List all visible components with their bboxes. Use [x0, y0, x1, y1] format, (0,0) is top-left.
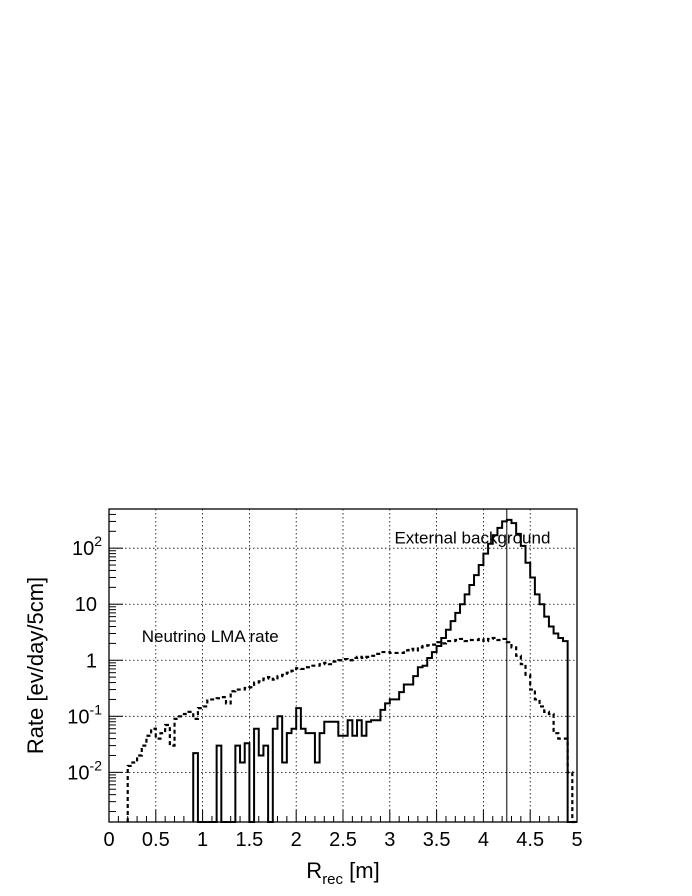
annotation-label: Neutrino LMA rate	[142, 627, 279, 646]
y-tick-label-base: 10	[67, 706, 89, 728]
y-tick-label: 102	[72, 533, 102, 560]
x-tick-label: 3	[384, 829, 395, 851]
x-tick-label: 1.5	[235, 829, 263, 851]
x-tick-label: 1	[197, 829, 208, 851]
x-tick-label: 5	[571, 829, 582, 851]
x-axis-title-main: R	[306, 858, 322, 883]
y-tick-label: 1	[86, 650, 97, 672]
x-tick-label: 4.5	[516, 829, 544, 851]
x-tick-label: 4	[478, 829, 489, 851]
x-tick-label: 0.5	[142, 829, 170, 851]
histogram-series	[126, 518, 577, 824]
axis-ticks	[108, 508, 578, 822]
x-tick-label: 3.5	[423, 829, 451, 851]
grid-lines	[109, 509, 577, 822]
x-axis-title-subscript: rec	[322, 871, 343, 888]
solid-histogram-line	[192, 518, 577, 823]
y-tick-label-base: 10	[67, 762, 89, 784]
x-axis-title-unit: [m]	[343, 858, 380, 883]
y-axis-title: Rate [ev/day/5cm]	[23, 577, 48, 754]
dashed-histogram-line	[126, 636, 577, 824]
annotation-label: External background	[394, 529, 550, 548]
y-tick-label-exponent: -1	[90, 701, 103, 717]
x-tick-label: 2	[291, 829, 302, 851]
annotations: External background Neutrino LMA rate	[142, 529, 551, 646]
y-tick-label-exponent: -2	[90, 757, 103, 773]
y-tick-label-exponent: 2	[94, 533, 102, 549]
x-tick-label: 2.5	[329, 829, 357, 851]
y-tick-label: 10-1	[67, 701, 102, 728]
x-tick-label: 0	[103, 829, 114, 851]
x-tick-labels: 0 0.5 1 1.5 2 2.5 3 3.5 4 4.5 5	[103, 829, 582, 851]
y-tick-label: 10-2	[67, 757, 102, 784]
x-axis-title: Rrec [m]	[306, 858, 379, 888]
y-tick-label-base: 10	[72, 538, 94, 560]
y-tick-label: 10	[75, 594, 97, 616]
